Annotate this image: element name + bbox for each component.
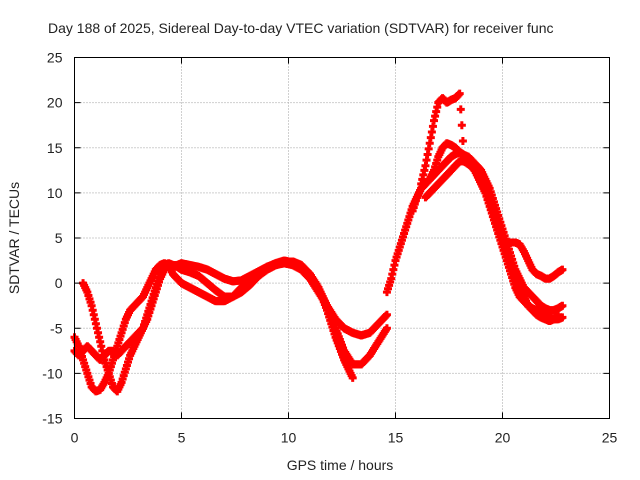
x-tick-label: 10 (281, 430, 297, 446)
y-tick-label: 20 (47, 95, 63, 111)
y-tick-label: -15 (42, 411, 62, 427)
data-point (382, 324, 391, 333)
data-point (455, 89, 464, 98)
y-tick-label: 10 (47, 185, 63, 201)
y-tick-label: 0 (55, 275, 63, 291)
x-tick-label: 0 (71, 430, 79, 446)
y-tick-label: -5 (50, 320, 63, 336)
data-point (554, 310, 563, 319)
data-marks-layer (70, 89, 567, 396)
x-axis-label: GPS time / hours (287, 457, 394, 473)
data-point (348, 373, 357, 382)
y-axis-label: SDTVAR / TECUs (6, 182, 22, 294)
x-tick-label: 15 (388, 430, 404, 446)
chart-title: Day 188 of 2025, Sidereal Day-to-day VTE… (48, 20, 554, 36)
y-tick-label: 15 (47, 140, 63, 156)
data-point (456, 105, 465, 114)
series-track-5 (408, 148, 567, 324)
y-tick-label: 25 (47, 50, 63, 66)
ticks-layer: 0 5 10 15 20 25 -15 -10 -5 0 5 10 15 20 25 (42, 50, 617, 446)
x-tick-label: 5 (178, 430, 186, 446)
grid-layer (74, 57, 610, 419)
data-point (382, 310, 391, 319)
data-point (558, 265, 567, 274)
data-point (457, 121, 466, 130)
x-tick-label: 25 (602, 430, 618, 446)
data-point (558, 301, 567, 310)
data-point (458, 136, 467, 145)
x-tick-label: 20 (495, 430, 511, 446)
y-tick-label: 5 (55, 230, 63, 246)
y-tick-label: -10 (42, 365, 62, 381)
series-track-7 (421, 157, 563, 326)
series-track-3 (79, 257, 357, 396)
